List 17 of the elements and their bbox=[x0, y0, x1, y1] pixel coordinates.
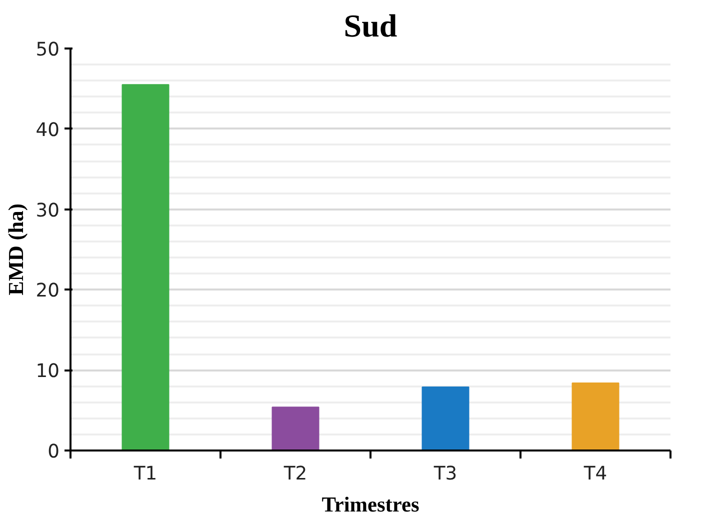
y-tick-label: 50 bbox=[36, 40, 60, 60]
y-axis-title: EMD (ha) bbox=[4, 204, 28, 296]
bar bbox=[122, 84, 170, 450]
y-tick-label: 20 bbox=[36, 280, 60, 302]
y-tick-label: 0 bbox=[48, 442, 60, 462]
x-tick-label: T4 bbox=[582, 464, 608, 484]
y-tick-label: 40 bbox=[36, 120, 60, 141]
bar bbox=[572, 382, 620, 450]
chart-title: Sud bbox=[344, 8, 398, 44]
bar bbox=[272, 406, 320, 450]
y-tick-label: 10 bbox=[36, 361, 60, 382]
y-tick-label: 30 bbox=[36, 200, 60, 222]
x-tick-label: T1 bbox=[132, 464, 158, 484]
x-tick-label: T2 bbox=[282, 464, 308, 484]
bar bbox=[422, 386, 470, 450]
x-tick-label: T3 bbox=[432, 464, 458, 484]
x-axis-title: Trimestres bbox=[322, 492, 420, 516]
